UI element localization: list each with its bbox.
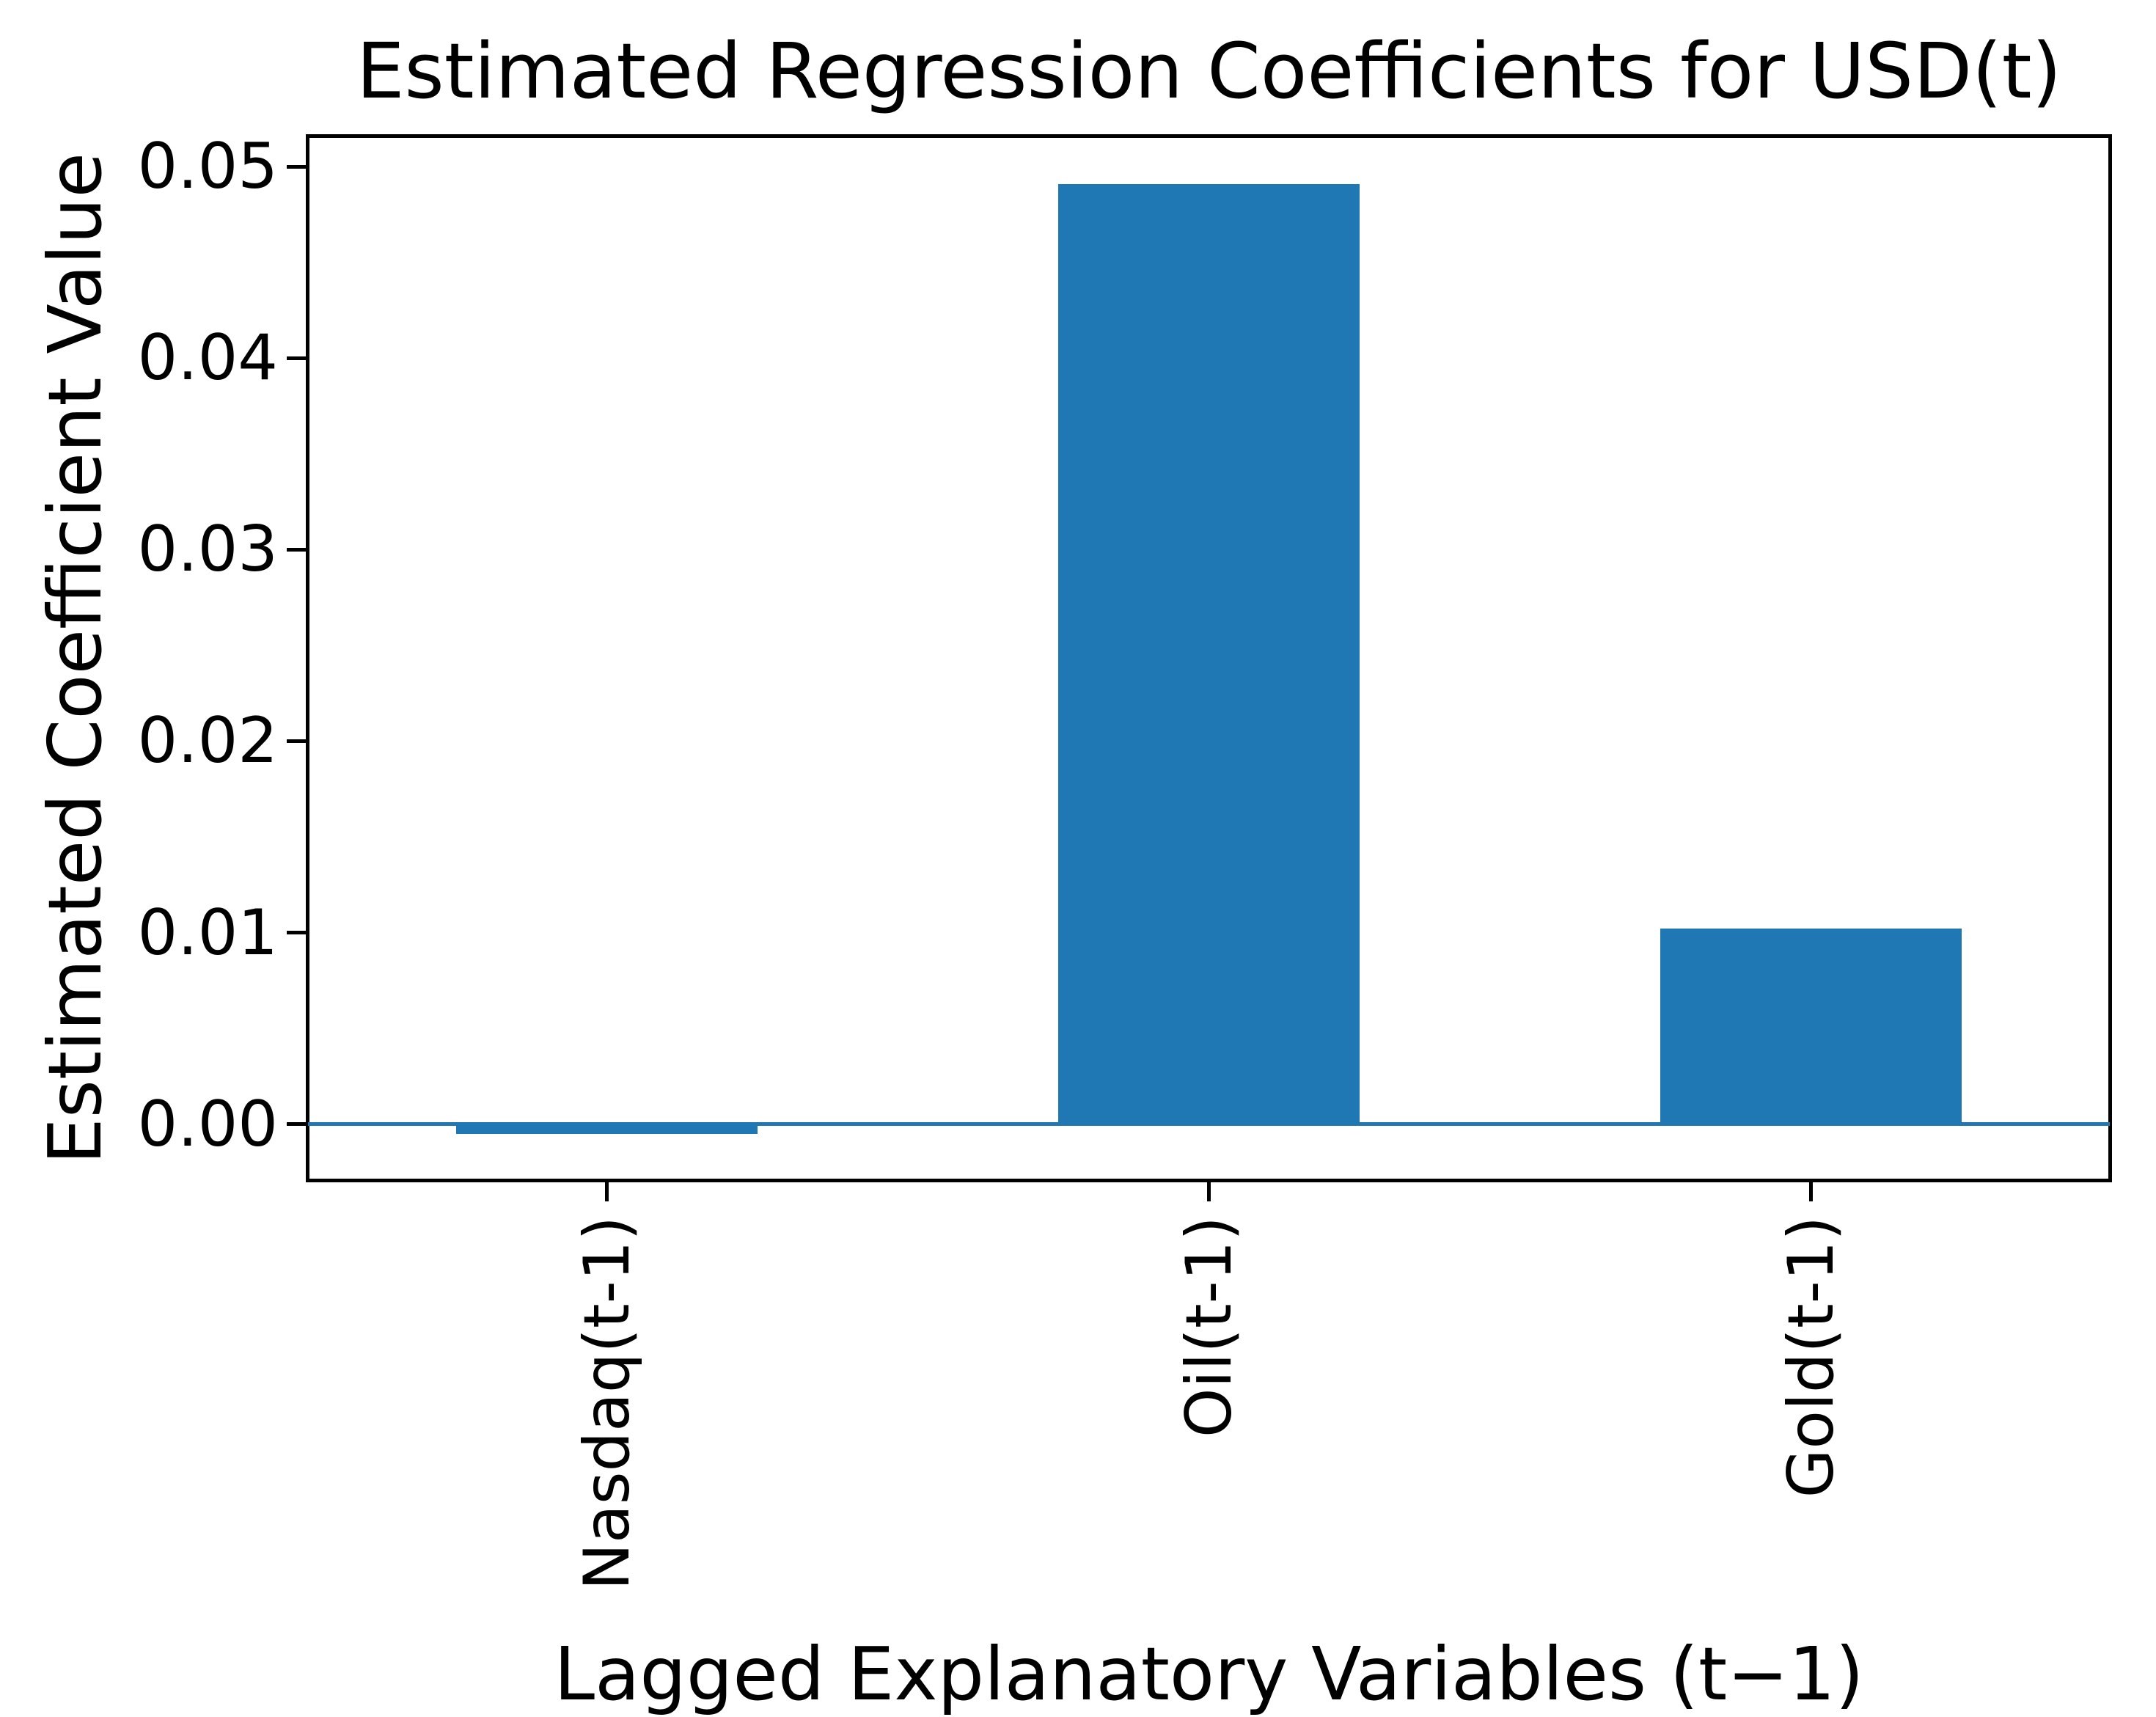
y-tick-label: 0.00 — [137, 1087, 278, 1161]
x-tick-label: Nasdaq(t-1) — [570, 1216, 644, 1591]
y-axis-label: Estimated Coefficient Value — [32, 152, 118, 1165]
y-tick-label: 0.04 — [137, 321, 278, 395]
y-tick-label: 0.01 — [137, 896, 278, 970]
x-tick-label: Oil(t-1) — [1172, 1216, 1246, 1438]
zero-line — [308, 1122, 2110, 1127]
x-tick-label-wrap: Oil(t-1) — [1147, 1216, 1272, 1438]
y-tick-label: 0.02 — [137, 704, 278, 778]
y-tick — [287, 739, 306, 743]
x-axis-label: Lagged Explanatory Variables (t−1) — [554, 1631, 1864, 1717]
x-tick — [1809, 1182, 1813, 1201]
y-tick-label: 0.03 — [137, 513, 278, 587]
y-axis-label-wrap: Estimated Coefficient Value — [21, 134, 131, 1182]
y-tick — [287, 1122, 306, 1127]
x-tick-label-wrap: Gold(t-1) — [1749, 1216, 1874, 1498]
x-tick — [1207, 1182, 1211, 1201]
y-tick-label: 0.05 — [137, 130, 278, 204]
bar — [1058, 183, 1360, 1124]
bar — [1660, 929, 1962, 1124]
y-tick — [287, 356, 306, 360]
y-tick — [287, 931, 306, 935]
x-tick-label-wrap: Nasdaq(t-1) — [545, 1216, 670, 1590]
y-tick — [287, 164, 306, 169]
chart-title: Estimated Regression Coefficients for US… — [356, 26, 2062, 116]
x-tick-label: Gold(t-1) — [1774, 1216, 1848, 1498]
x-tick — [605, 1182, 609, 1201]
y-tick — [287, 547, 306, 552]
bar — [456, 1124, 758, 1134]
